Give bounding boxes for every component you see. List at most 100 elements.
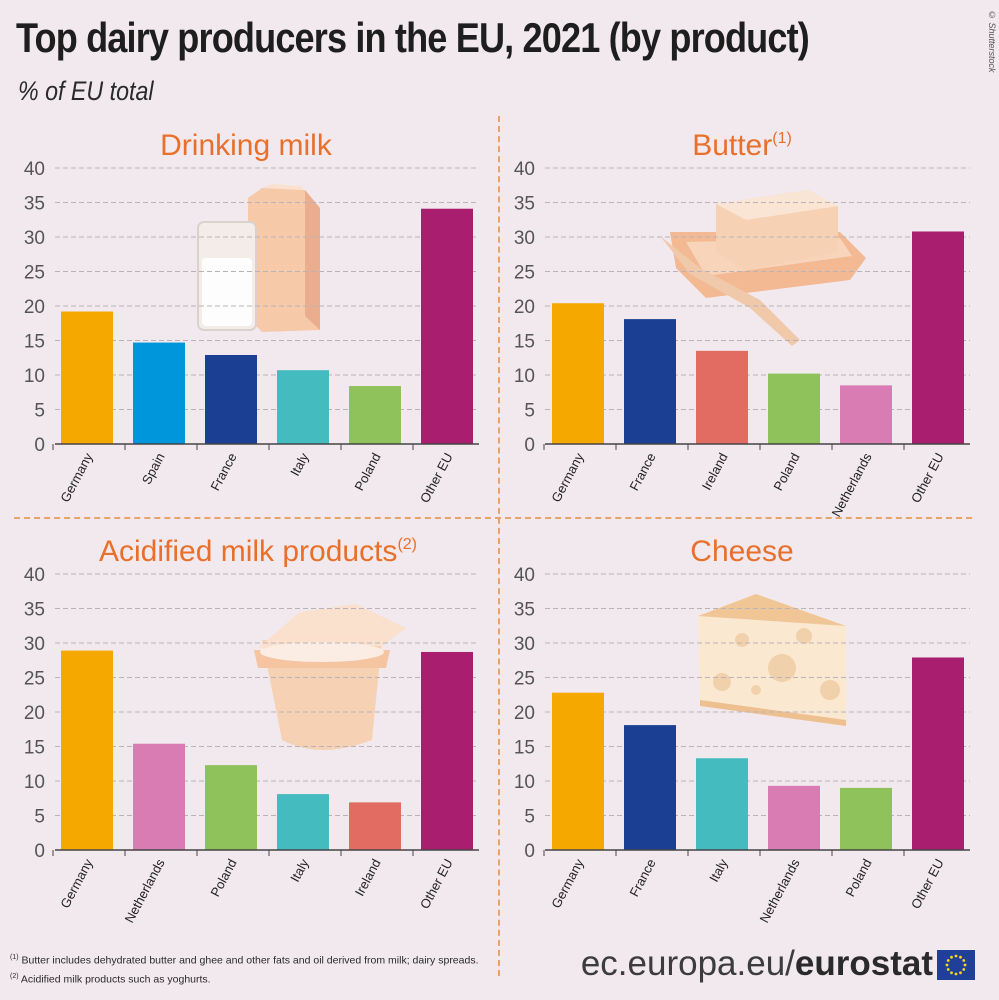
bar — [133, 342, 185, 444]
x-tick-label: Poland — [351, 450, 383, 493]
y-tick-label: 15 — [24, 738, 45, 759]
bar — [912, 231, 964, 444]
y-tick-label: 30 — [24, 634, 45, 655]
y-tick-label: 5 — [34, 807, 45, 828]
y-tick-label: 10 — [514, 772, 535, 793]
y-tick-label: 25 — [514, 263, 535, 284]
y-tick-label: 5 — [524, 401, 535, 422]
y-tick-label: 15 — [514, 332, 535, 353]
chart-title-note: (1) — [772, 130, 792, 147]
bar — [768, 373, 820, 444]
y-tick-label: 20 — [24, 703, 45, 724]
eurostat-link[interactable]: ec.europa.eu/eurostat — [580, 944, 933, 983]
bar — [768, 785, 820, 850]
bar — [624, 725, 676, 850]
vertical-divider — [498, 116, 500, 976]
bar — [133, 743, 185, 850]
footnote-1: (1) Butter includes dehydrated butter an… — [10, 954, 479, 967]
eu-flag-icon — [937, 950, 975, 980]
bar — [840, 787, 892, 850]
y-tick-label: 0 — [524, 435, 535, 456]
page-subtitle: % of EU total — [18, 76, 154, 106]
y-tick-label: 35 — [24, 194, 45, 215]
yoghurt-illustration — [254, 604, 406, 750]
x-tick-label: Other EU — [908, 450, 947, 505]
horizontal-divider — [14, 517, 972, 519]
chart-title: Drinking milk — [160, 129, 333, 162]
x-tick-label: Netherlands — [121, 856, 167, 925]
chart-title: Cheese — [690, 535, 793, 568]
bar — [421, 651, 473, 850]
page-title: Top dairy producers in the EU, 2021 (by … — [16, 14, 810, 61]
y-tick-label: 10 — [514, 366, 535, 387]
chart-title-note: (2) — [397, 536, 417, 553]
y-tick-label: 5 — [524, 807, 535, 828]
y-tick-label: 15 — [24, 332, 45, 353]
bar — [696, 350, 748, 444]
bar — [277, 370, 329, 444]
bar — [349, 386, 401, 444]
x-tick-label: Italy — [287, 450, 312, 479]
bar — [61, 311, 113, 444]
y-tick-label: 10 — [24, 366, 45, 387]
bar — [552, 303, 604, 444]
x-tick-label: Poland — [842, 856, 874, 899]
x-tick-label: France — [207, 450, 239, 493]
y-tick-label: 25 — [24, 263, 45, 284]
y-tick-label: 30 — [514, 228, 535, 249]
bar — [624, 319, 676, 444]
y-tick-label: 0 — [34, 435, 45, 456]
y-tick-label: 40 — [24, 565, 45, 586]
bar — [552, 692, 604, 850]
bar — [696, 758, 748, 850]
footnotes: (1) Butter includes dehydrated butter an… — [10, 950, 479, 987]
x-tick-label: Other EU — [908, 856, 947, 911]
x-tick-label: Italy — [287, 856, 312, 885]
y-tick-label: 15 — [514, 738, 535, 759]
milk-illustration — [197, 184, 320, 332]
x-tick-label: Germany — [548, 450, 587, 505]
bar — [840, 385, 892, 444]
x-tick-label: Other EU — [417, 450, 456, 505]
image-credit: © Shutterstock — [987, 10, 997, 73]
y-tick-label: 0 — [34, 841, 45, 862]
y-tick-label: 20 — [514, 297, 535, 318]
bar — [277, 794, 329, 850]
x-tick-label: Poland — [207, 856, 239, 899]
cheese-illustration — [698, 594, 846, 726]
chart-title: Acidified milk products(2) — [99, 535, 417, 568]
bar — [205, 354, 257, 444]
chart-title: Butter(1) — [692, 129, 792, 162]
y-tick-label: 5 — [34, 401, 45, 422]
y-tick-label: 20 — [514, 703, 535, 724]
x-tick-label: Poland — [770, 450, 802, 493]
x-tick-label: Italy — [706, 856, 731, 885]
bar — [349, 802, 401, 850]
y-tick-label: 30 — [514, 634, 535, 655]
y-tick-label: 10 — [24, 772, 45, 793]
x-tick-label: Ireland — [699, 450, 731, 492]
butter-illustration — [660, 190, 866, 346]
x-tick-label: Netherlands — [756, 856, 802, 925]
y-tick-label: 40 — [514, 159, 535, 180]
x-tick-label: France — [626, 450, 658, 493]
y-tick-label: 30 — [24, 228, 45, 249]
y-tick-label: 40 — [514, 565, 535, 586]
y-tick-label: 35 — [24, 600, 45, 621]
x-tick-label: Netherlands — [828, 450, 874, 519]
x-tick-label: Germany — [548, 856, 587, 911]
x-tick-label: Germany — [57, 856, 96, 911]
y-tick-label: 35 — [514, 194, 535, 215]
y-tick-label: 25 — [514, 669, 535, 690]
bar — [912, 657, 964, 850]
y-tick-label: 20 — [24, 297, 45, 318]
x-tick-label: Ireland — [352, 856, 384, 898]
x-tick-label: Germany — [57, 450, 96, 505]
y-tick-label: 35 — [514, 600, 535, 621]
x-tick-label: France — [626, 856, 658, 899]
x-tick-label: Spain — [139, 450, 168, 486]
x-tick-label: Other EU — [417, 856, 456, 911]
bar — [61, 650, 113, 850]
y-tick-label: 0 — [524, 841, 535, 862]
